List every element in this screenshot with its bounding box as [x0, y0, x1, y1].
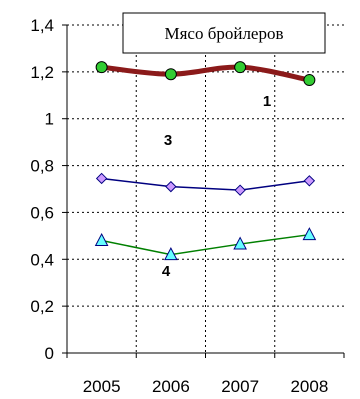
data-point-series-3: [234, 184, 246, 196]
y-tick-label: 1,4: [30, 16, 54, 35]
y-tick-labels: 0 0,2 0,4 0,6 0,8 1 1,2 1,4: [30, 16, 54, 363]
series-line-4: [101, 233, 310, 256]
data-point-series-3: [303, 175, 316, 187]
data-point-series-1: [164, 68, 177, 81]
y-tick-label: 0: [45, 344, 54, 363]
data-point-series-4: [233, 236, 247, 250]
y-tick-label: 0,8: [30, 157, 54, 176]
y-tick-label: 0,2: [30, 297, 54, 316]
data-point-series-4: [164, 247, 178, 261]
y-tick-label: 0,4: [30, 250, 54, 269]
data-point-series-3: [165, 180, 177, 193]
x-tick-label: 2008: [290, 377, 328, 396]
series-label-3: 3: [164, 132, 172, 149]
series-label-4: 4: [162, 263, 171, 280]
title-frame: [122, 12, 326, 54]
x-tick-label: 2006: [152, 377, 190, 396]
chart-title-box: Мясо бройлеров: [122, 12, 326, 54]
chart-title: Мясо бройлеров: [164, 24, 283, 43]
data-point-series-4: [302, 227, 317, 241]
axes: [62, 24, 345, 358]
x-tick-label: 2007: [221, 377, 259, 396]
x-tick-labels: 2005 2006 2007 2008: [83, 377, 329, 396]
y-tick-label: 1,2: [30, 63, 54, 82]
y-tick-label: 0,6: [30, 203, 54, 222]
series-group: [94, 61, 317, 261]
x-tick-label: 2005: [83, 377, 121, 396]
data-point-series-1: [303, 74, 316, 87]
data-point-series-1: [95, 61, 108, 74]
series-label-1: 1: [263, 93, 271, 110]
series-labels: 1 3 4: [162, 93, 271, 280]
y-tick-label: 1: [45, 110, 54, 129]
data-point-series-4: [94, 232, 109, 247]
series-line-1: [101, 64, 310, 83]
data-point-series-1: [234, 61, 247, 74]
series-line-3: [101, 177, 310, 191]
data-point-series-3: [95, 172, 108, 185]
